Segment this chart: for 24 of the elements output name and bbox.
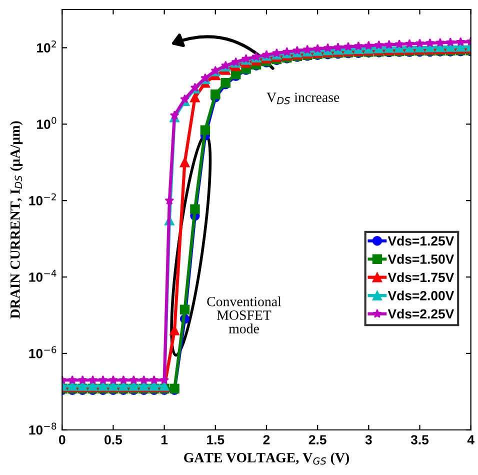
y-tick-label: 10$^{−6}$ xyxy=(29,346,56,358)
x-tick-label: 0.5 xyxy=(104,435,122,444)
legend-label: Vds=2.00V xyxy=(388,290,454,300)
x-tick-label: 3.5 xyxy=(410,435,429,444)
y-tick-label: 10$^{−4}$ xyxy=(29,270,56,282)
x-tick-label: 1.5 xyxy=(207,435,224,444)
legend-label: Vds=1.25V xyxy=(388,236,454,246)
annotation: V$_{DS}$ increase xyxy=(266,92,340,104)
x-tick-label: 3 xyxy=(365,435,372,444)
legend-label: Vds=2.25V xyxy=(388,308,454,319)
x-tick-label: 4 xyxy=(467,435,474,444)
y-axis-title: DRAIN CURRENT, I$_{DS}$ (µA/µm) xyxy=(10,121,23,319)
annotation: Conventional MOSFET mode xyxy=(207,296,282,334)
x-tick-label: 0 xyxy=(58,435,66,444)
y-tick-label: 10$^{−8}$ xyxy=(29,422,56,435)
x-tick-label: 1 xyxy=(161,435,168,444)
y-tick-label: 10$^{−2}$ xyxy=(29,193,56,206)
x-tick-label: 2.5 xyxy=(308,435,326,444)
y-tick-label: 10$^{0}$ xyxy=(37,116,56,129)
x-tick-label: 2 xyxy=(263,435,270,444)
x-axis-title: GATE VOLTAGE, V$_{GS}$ (V) xyxy=(184,452,349,466)
legend-label: Vds=1.75V xyxy=(388,272,454,282)
y-tick-label: 10$^{2}$ xyxy=(37,40,56,53)
legend-label: Vds=1.50V xyxy=(388,254,454,264)
